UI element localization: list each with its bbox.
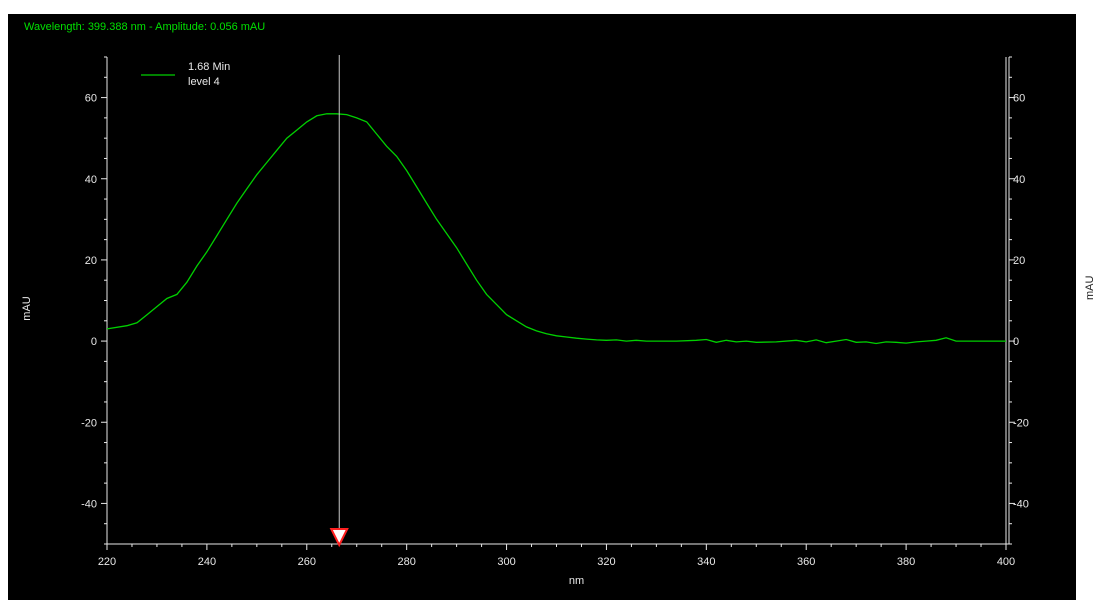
- cursor-marker-icon[interactable]: [329, 528, 349, 548]
- spectrum-chart[interactable]: -40 -40 -20 -20 0 0 20 20 40 40 60 60 220 240 260 280 30…: [8, 14, 1076, 600]
- cursor-readout: Wavelength: 399.388 nm - Amplitude: 0.05…: [24, 21, 265, 33]
- right-y-tick-label: 60: [1013, 93, 1025, 105]
- right-y-tick-label: 0: [1013, 336, 1019, 348]
- legend-label-level: level 4: [188, 76, 220, 88]
- x-tick-label: 320: [597, 556, 615, 568]
- x-tick-label: 280: [397, 556, 415, 568]
- left-y-tick-label: 60: [85, 93, 97, 105]
- left-y-tick-label: -20: [81, 417, 97, 429]
- right-y-tick-label: 40: [1013, 174, 1025, 186]
- x-tick-label: 220: [98, 556, 116, 568]
- readout-separator: -: [148, 21, 153, 33]
- x-tick-label: 260: [298, 556, 316, 568]
- x-tick-label: 300: [497, 556, 515, 568]
- left-y-tick-label: 0: [91, 336, 97, 348]
- right-y-tick-label: -40: [1013, 498, 1029, 510]
- left-y-tick-label: -40: [81, 498, 97, 510]
- amplitude-value: 0.056 mAU: [210, 21, 266, 33]
- x-axis-title: nm: [569, 575, 584, 587]
- wavelength-value: 399.388 nm: [87, 21, 146, 33]
- y-axis-title: mAU: [21, 296, 33, 321]
- spectrum-plot-panel[interactable]: Wavelength: 399.388 nm - Amplitude: 0.05…: [8, 14, 1076, 600]
- right-axis-title-clipped: mAU: [1084, 275, 1096, 300]
- amplitude-label: Amplitude:: [155, 21, 208, 33]
- x-tick-label: 400: [997, 556, 1015, 568]
- left-y-tick-label: 20: [85, 255, 97, 267]
- wavelength-label: Wavelength:: [24, 21, 85, 33]
- x-tick-label: 240: [198, 556, 216, 568]
- x-tick-label: 360: [797, 556, 815, 568]
- right-y-tick-label: 20: [1013, 255, 1025, 267]
- series-line-1-68-min: [106, 113, 1006, 345]
- x-tick-label: 380: [897, 556, 915, 568]
- right-y-tick-label: -20: [1013, 417, 1029, 429]
- x-tick-label: 340: [697, 556, 715, 568]
- legend-label-time: 1.68 Min: [188, 61, 230, 73]
- left-y-tick-label: 40: [85, 174, 97, 186]
